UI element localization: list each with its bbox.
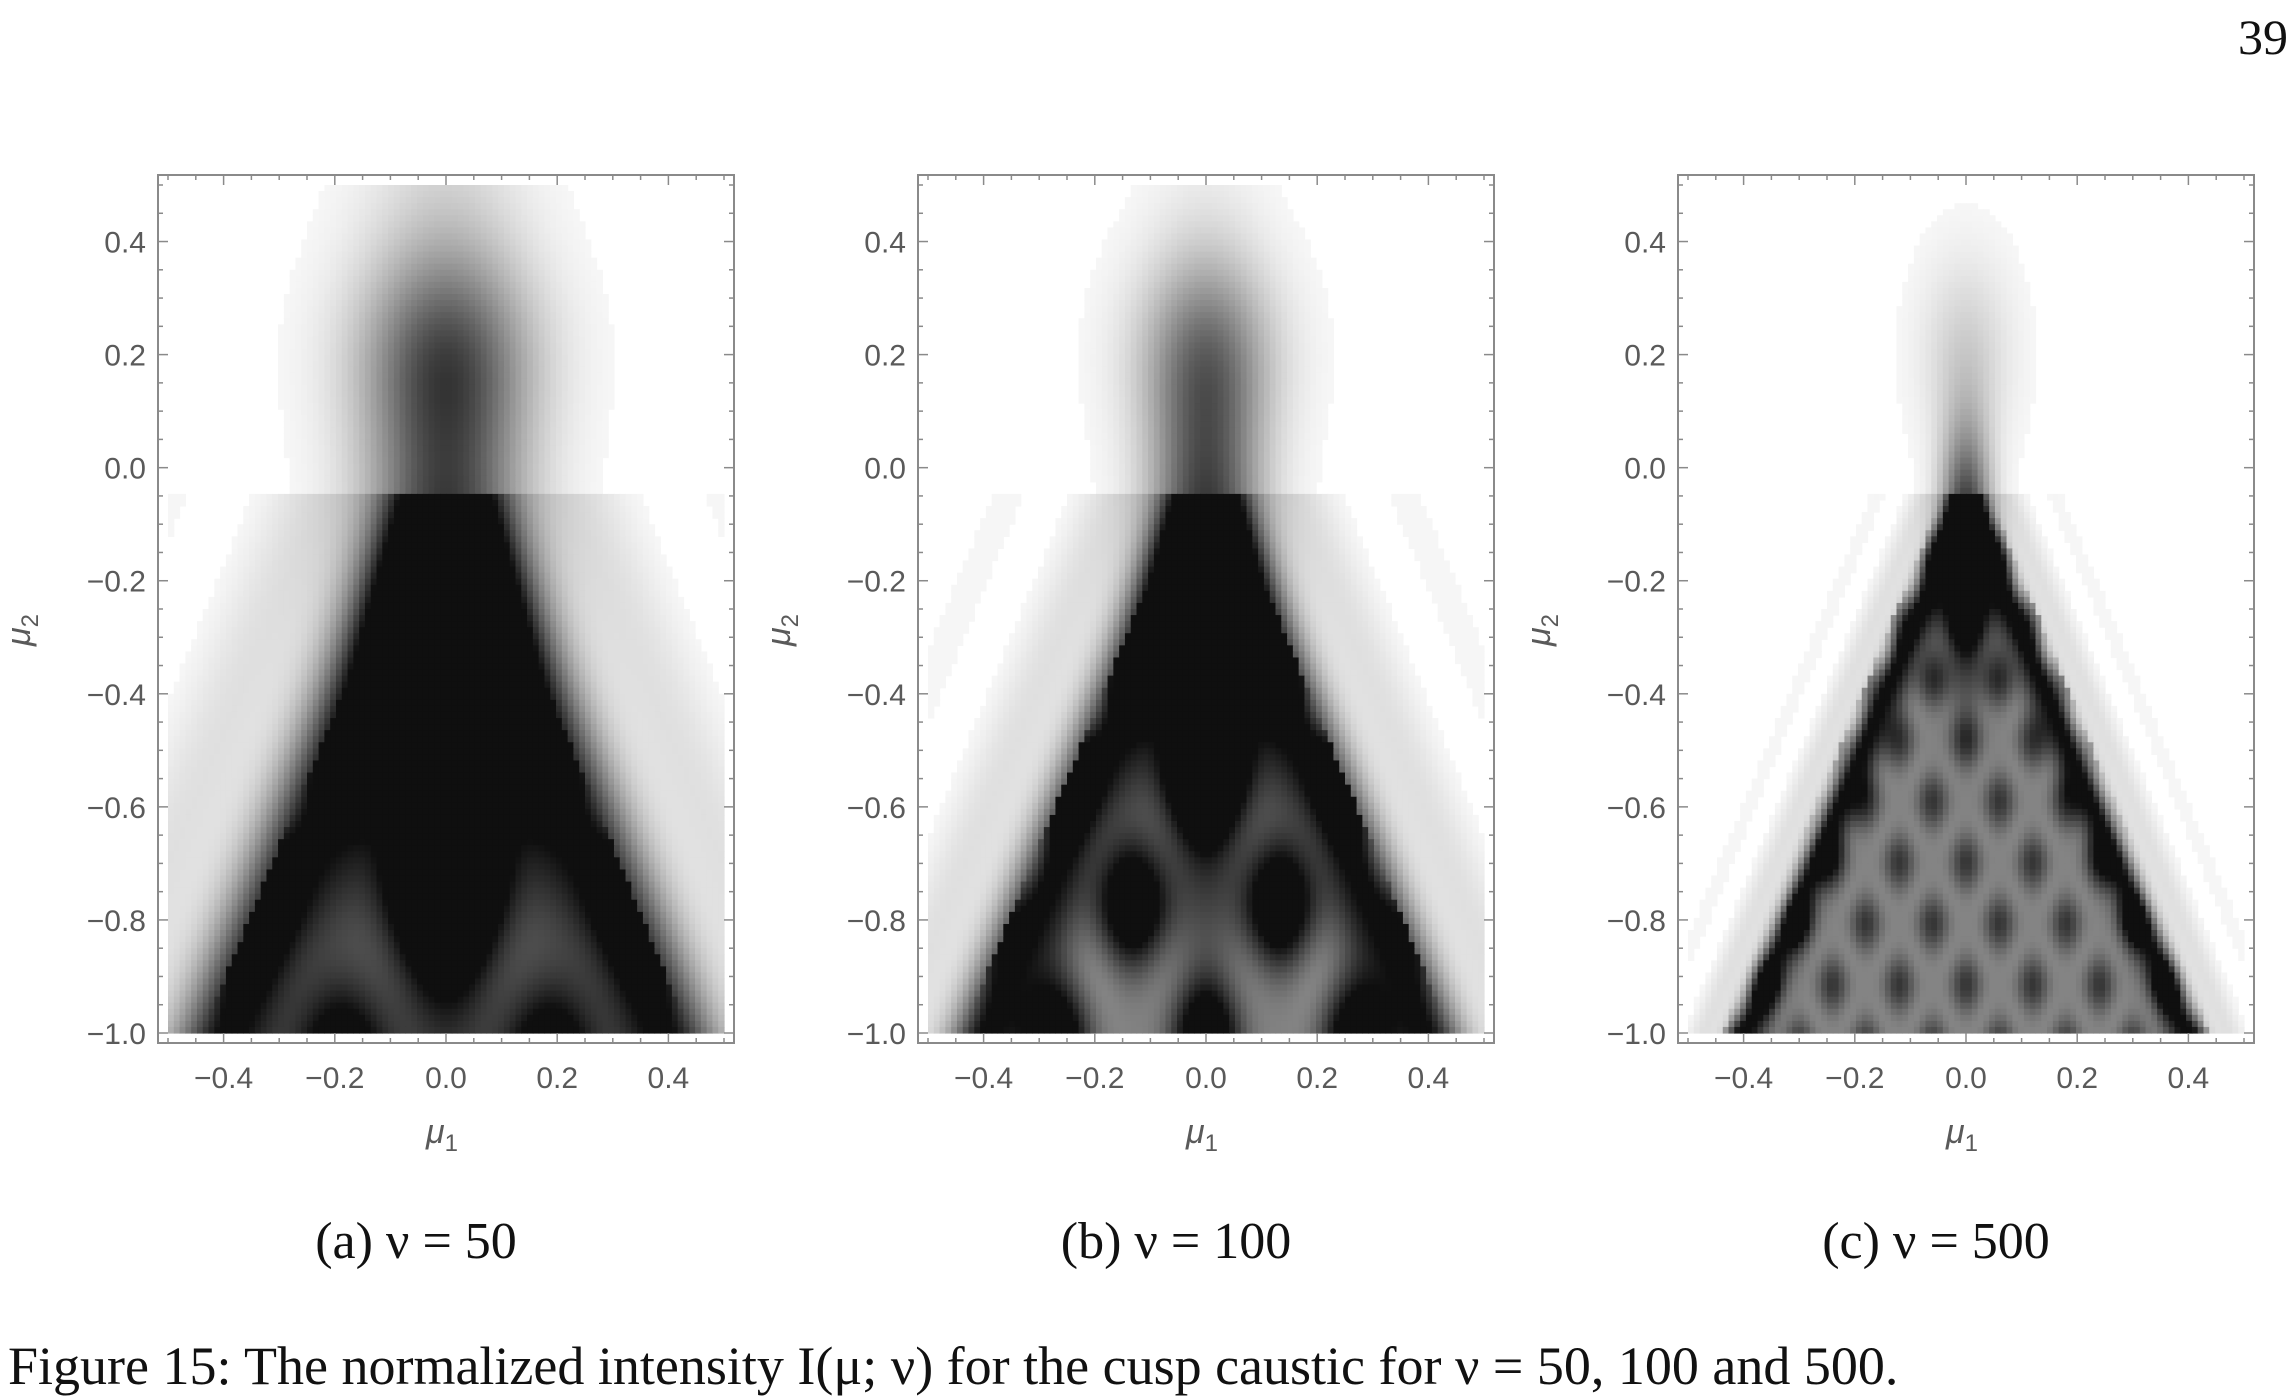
axis-ticks [158,175,734,1043]
y-tick-label: −1.0 [847,1018,906,1051]
y-axis-label: μ2 [0,614,44,647]
x-tick-label: −0.2 [305,1062,364,1095]
y-tick-label: −1.0 [1607,1018,1666,1051]
y-axis-label: μ2 [760,614,804,647]
x-tick-label: 0.0 [425,1062,467,1095]
y-tick-label: 0.4 [1624,227,1666,260]
y-tick-label: 0.2 [1624,340,1666,373]
y-tick-label: −0.2 [847,566,906,599]
subcaption-a: (a) ν = 50 [315,1213,517,1270]
x-tick-label: −0.4 [954,1062,1013,1095]
x-tick-label: 0.2 [536,1062,578,1095]
intensity-heatmap [168,185,725,1034]
y-tick-label: 0.0 [864,453,906,486]
y-tick-label: 0.0 [1624,453,1666,486]
y-tick-label: −0.6 [87,792,146,825]
y-tick-label: −0.2 [87,566,146,599]
intensity-heatmap [928,185,1485,1034]
x-tick-label: −0.4 [1714,1062,1773,1095]
subcaption-b: (b) ν = 100 [1061,1213,1291,1270]
y-tick-label: −0.4 [87,679,146,712]
x-tick-label: 0.0 [1185,1062,1227,1095]
x-tick-label: 0.4 [2168,1062,2210,1095]
y-tick-label: −0.4 [847,679,906,712]
x-tick-label: 0.0 [1945,1062,1987,1095]
axis-ticks [918,175,1494,1043]
y-tick-label: −0.6 [1607,792,1666,825]
x-axis-label: μ1 [1945,1113,1978,1157]
y-tick-label: −0.8 [87,905,146,938]
intensity-heatmap [1688,203,2245,1034]
subcaption-c: (c) ν = 500 [1822,1213,2050,1270]
x-tick-label: −0.2 [1825,1062,1884,1095]
y-tick-label: 0.4 [864,227,906,260]
y-axis-label: μ2 [1520,614,1564,647]
x-tick-label: 0.4 [1408,1062,1450,1095]
axis-ticks [1678,175,2254,1043]
y-tick-label: −0.8 [1607,905,1666,938]
y-tick-label: −0.8 [847,905,906,938]
page-number: 39 [2238,8,2288,66]
x-tick-label: −0.2 [1065,1062,1124,1095]
figure-15: −0.4 −0.2 0.0 0.2 0.4 0.4 0.2 0.0 −0.2 −0.4 −0.6 −0… [0,174,2255,1270]
y-tick-label: −0.4 [1607,679,1666,712]
panel-b: −0.4 −0.2 0.0 0.2 0.4 0.4 0.2 0.0 −0.2 −0.4 −0.6 −0… [760,174,1495,1270]
panel-c: −0.4 −0.2 0.0 0.2 0.4 0.4 0.2 0.0 −0.2 −0.4 −0.6 −0… [1520,174,2255,1270]
x-tick-label: 0.4 [648,1062,690,1095]
x-axis-label: μ1 [1185,1113,1218,1157]
y-tick-label: 0.2 [104,340,146,373]
y-tick-label: 0.4 [104,227,146,260]
y-tick-label: 0.0 [104,453,146,486]
figure-caption: Figure 15: The normalized intensity I(μ;… [8,1335,1898,1397]
x-tick-label: 0.2 [1296,1062,1338,1095]
x-axis-label: μ1 [425,1113,458,1157]
y-tick-label: −0.6 [847,792,906,825]
x-tick-label: 0.2 [2056,1062,2098,1095]
x-tick-label: −0.4 [194,1062,253,1095]
y-tick-label: −1.0 [87,1018,146,1051]
y-tick-label: 0.2 [864,340,906,373]
panel-a: −0.4 −0.2 0.0 0.2 0.4 0.4 0.2 0.0 −0.2 −0.4 −0.6 −0… [0,174,735,1270]
y-tick-label: −0.2 [1607,566,1666,599]
